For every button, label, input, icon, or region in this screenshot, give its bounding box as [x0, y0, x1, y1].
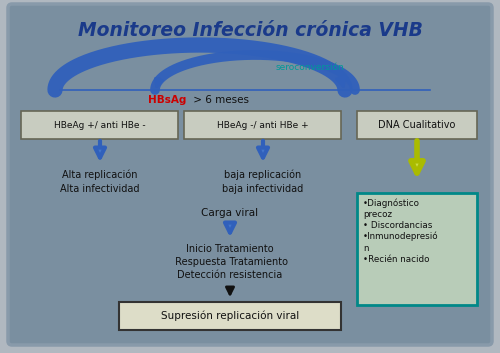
FancyBboxPatch shape	[357, 193, 477, 305]
FancyBboxPatch shape	[184, 111, 341, 139]
Text: DNA Cualitativo: DNA Cualitativo	[378, 120, 456, 130]
FancyBboxPatch shape	[21, 111, 178, 139]
Text: •Diagnóstico
precoz
• Discordancias
•Inmunodepresió
n
•Recién nacido: •Diagnóstico precoz • Discordancias •Inm…	[363, 198, 438, 264]
Text: Carga viral: Carga viral	[202, 208, 258, 218]
Text: seroconversión: seroconversión	[276, 64, 344, 72]
Text: HBsAg: HBsAg	[148, 95, 186, 105]
Text: Alta replicación
Alta infectividad: Alta replicación Alta infectividad	[60, 170, 140, 194]
Text: > 6 meses: > 6 meses	[190, 95, 249, 105]
Text: Inicio Tratamiento
 Respuesta Tratamiento
Detección resistencia: Inicio Tratamiento Respuesta Tratamiento…	[172, 244, 288, 280]
FancyBboxPatch shape	[357, 111, 477, 139]
Text: Monitoreo Infección crónica VHB: Monitoreo Infección crónica VHB	[78, 20, 422, 40]
FancyBboxPatch shape	[8, 4, 492, 345]
Text: baja replicación
baja infectividad: baja replicación baja infectividad	[222, 170, 304, 194]
Text: HBeAg -/ anti HBe +: HBeAg -/ anti HBe +	[217, 120, 309, 130]
FancyBboxPatch shape	[119, 302, 341, 330]
Text: Supresión replicación viral: Supresión replicación viral	[161, 311, 299, 321]
Text: HBeAg +/ anti HBe -: HBeAg +/ anti HBe -	[54, 120, 146, 130]
